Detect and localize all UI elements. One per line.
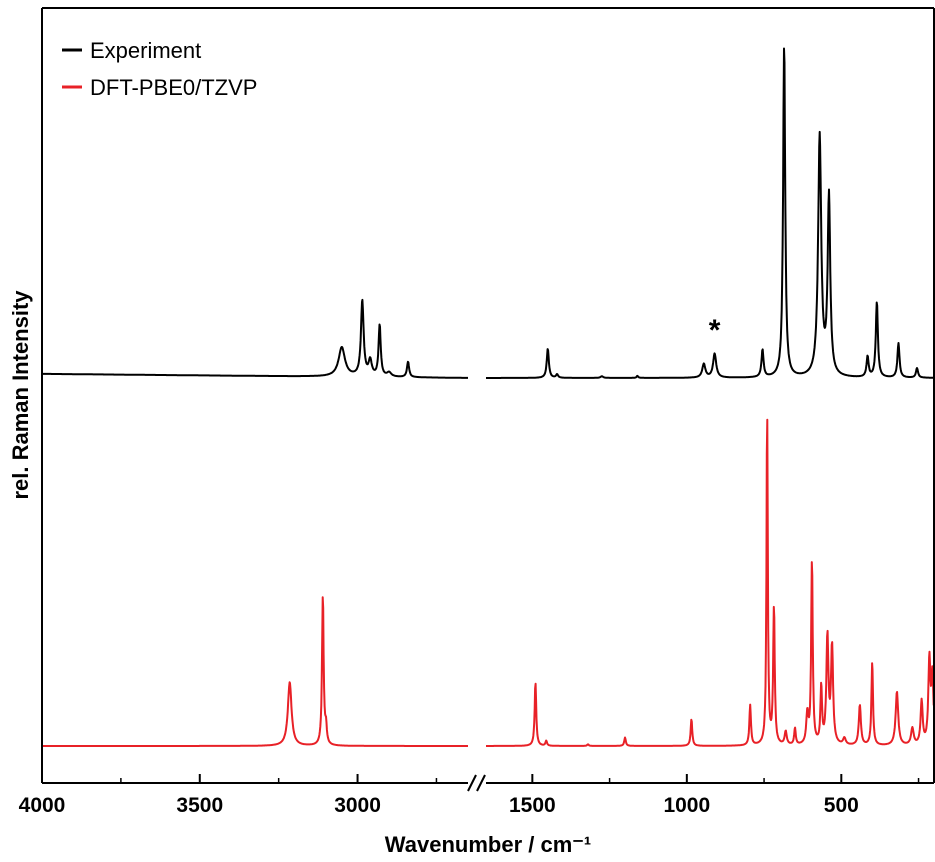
x-tick-label: 3500 [176, 794, 223, 817]
legend-label: Experiment [90, 38, 201, 63]
axes: 4000 3500 3000 1500 1000 500 * [19, 8, 934, 817]
x-tick-label: 3000 [334, 794, 381, 817]
x-tick-label: 1500 [509, 794, 556, 817]
x-tick-label: 4000 [19, 794, 66, 817]
spectrum-line-segment-1 [42, 300, 468, 378]
y-axis-title: rel. Raman Intensity [8, 290, 33, 500]
spectrum-line-segment-1 [42, 597, 468, 746]
x-tick-label: 1000 [663, 794, 710, 817]
legend-label: DFT-PBE0/TZVP [90, 75, 257, 100]
x-axis-title: Wavenumber / cm⁻¹ [385, 832, 591, 857]
axis-break-mark [468, 775, 476, 791]
spectrum-line-segment-2 [486, 420, 934, 746]
x-tick-label: 500 [824, 794, 859, 817]
peak-annotation-asterisk: * [709, 314, 721, 347]
legend: Experiment DFT-PBE0/TZVP [62, 38, 257, 100]
axis-break-mark [477, 775, 485, 791]
series-dft [42, 420, 934, 746]
plot-area [42, 49, 934, 747]
